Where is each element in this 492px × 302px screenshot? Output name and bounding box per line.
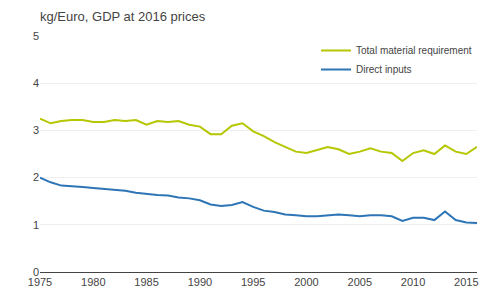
svg-text:1990: 1990 (188, 276, 212, 288)
svg-text:0: 0 (33, 266, 39, 278)
svg-text:Total material requirement: Total material requirement (356, 45, 472, 56)
svg-text:kg/Euro, GDP at 2016 prices: kg/Euro, GDP at 2016 prices (40, 9, 206, 24)
svg-text:1985: 1985 (134, 276, 158, 288)
svg-text:2: 2 (33, 171, 39, 183)
svg-text:1: 1 (33, 219, 39, 231)
svg-text:2015: 2015 (454, 276, 478, 288)
svg-text:1975: 1975 (28, 276, 52, 288)
svg-text:1995: 1995 (241, 276, 265, 288)
svg-text:4: 4 (33, 77, 39, 89)
svg-text:3: 3 (33, 124, 39, 136)
svg-text:2010: 2010 (401, 276, 425, 288)
svg-text:Direct inputs: Direct inputs (356, 64, 412, 75)
svg-text:5: 5 (33, 30, 39, 42)
svg-text:1980: 1980 (81, 276, 105, 288)
svg-text:2000: 2000 (294, 276, 318, 288)
svg-text:2005: 2005 (348, 276, 372, 288)
